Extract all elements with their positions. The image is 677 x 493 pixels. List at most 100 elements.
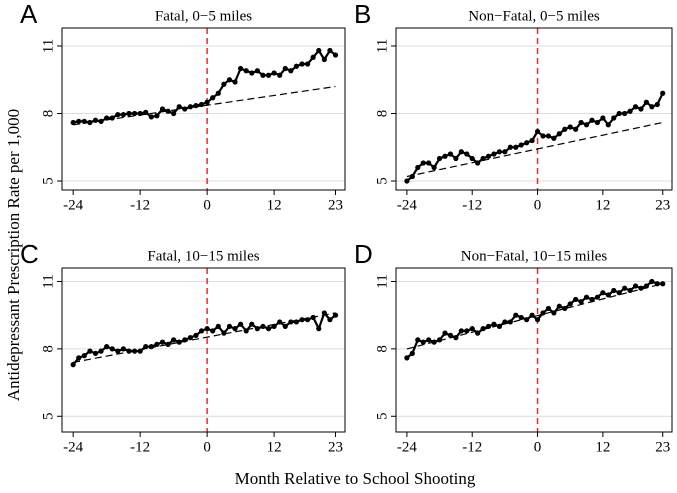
data-point [226, 323, 233, 330]
data-point [409, 350, 415, 356]
data-point [529, 312, 535, 318]
data-point [238, 65, 244, 72]
data-point [556, 131, 562, 137]
data-point [305, 61, 311, 67]
x-tick-label: 23 [328, 197, 343, 213]
trend-line [406, 121, 663, 178]
x-tick-label: 0 [534, 197, 542, 213]
data-point [104, 344, 110, 350]
x-tick-label: -24 [397, 197, 417, 213]
data-point [611, 287, 617, 294]
panel-letter: A [20, 0, 38, 29]
x-tick-label: 12 [595, 197, 610, 213]
data-point [545, 305, 552, 312]
data-point [226, 77, 233, 83]
data-point [204, 326, 210, 332]
data-point [660, 281, 666, 287]
data-point [485, 323, 492, 330]
data-point [420, 160, 426, 166]
data-point [578, 299, 584, 305]
data-point [534, 128, 541, 135]
data-point [524, 140, 530, 146]
data-point [583, 122, 590, 128]
data-point [551, 310, 557, 316]
data-point [159, 106, 166, 112]
data-point [464, 328, 470, 334]
data-point [562, 305, 568, 312]
data-point [502, 149, 508, 155]
data-point [81, 353, 87, 359]
data-point [165, 108, 171, 114]
data-point [622, 285, 628, 291]
data-point [249, 70, 255, 76]
data-point [491, 321, 497, 327]
data-point [589, 296, 595, 303]
data-point [154, 113, 160, 119]
data-point [551, 135, 557, 141]
panel-letter: D [354, 239, 373, 269]
data-point [540, 310, 546, 316]
data-point [556, 303, 562, 309]
data-point [605, 292, 611, 298]
data-point [316, 326, 322, 332]
plot-frame [395, 27, 673, 191]
x-tick-label: -12 [462, 439, 482, 455]
data-point [545, 133, 552, 139]
data-point [649, 104, 655, 110]
data-point [92, 350, 99, 356]
y-axis-label: Antidepressant Prescription Rate per 1,0… [4, 109, 23, 401]
data-point [221, 81, 227, 87]
data-point [254, 68, 260, 74]
data-point [409, 173, 415, 180]
data-point [643, 99, 650, 105]
data-point [600, 290, 606, 296]
data-point [165, 341, 171, 347]
data-point [518, 142, 524, 148]
panel-letter: B [354, 0, 371, 29]
data-point [513, 312, 519, 318]
data-point [109, 346, 115, 352]
x-tick-label: -12 [130, 439, 150, 455]
data-point [458, 328, 464, 334]
x-tick-label: 23 [328, 439, 343, 455]
data-point [321, 56, 327, 63]
data-point [453, 155, 459, 162]
x-axis-label: Month Relative to School Shooting [235, 469, 476, 488]
data-point [654, 101, 660, 108]
data-point [293, 63, 300, 69]
x-tick-label: -24 [397, 439, 417, 455]
x-tick-label: 0 [203, 197, 211, 213]
data-point [277, 72, 283, 78]
data-point [605, 122, 611, 128]
data-point [469, 326, 475, 332]
panel-title: Non−Fatal, 10−15 miles [461, 248, 608, 264]
data-point [171, 110, 177, 117]
data-point [187, 335, 193, 341]
data-point [265, 326, 272, 332]
data-point [305, 317, 311, 323]
data-point [622, 110, 628, 117]
data-point [518, 314, 524, 321]
data-point [426, 160, 432, 166]
y-tick-label: 5 [374, 413, 390, 421]
data-point [204, 99, 210, 105]
data-point [198, 328, 205, 334]
data-line [72, 48, 337, 124]
trend-line [73, 85, 336, 126]
data-point [616, 110, 622, 117]
data-point [573, 126, 579, 132]
data-point [176, 104, 182, 110]
data-point [260, 72, 266, 78]
data-point [611, 115, 617, 121]
y-tick-label: 8 [40, 110, 56, 118]
data-point [332, 52, 339, 58]
data-point [98, 118, 104, 124]
data-point [210, 328, 216, 334]
data-point [115, 112, 121, 118]
data-point [426, 337, 432, 343]
data-point [567, 124, 573, 130]
y-tick-label: 8 [374, 345, 390, 353]
plot-frame [61, 27, 346, 191]
data-point [271, 70, 277, 76]
data-point [638, 106, 644, 112]
